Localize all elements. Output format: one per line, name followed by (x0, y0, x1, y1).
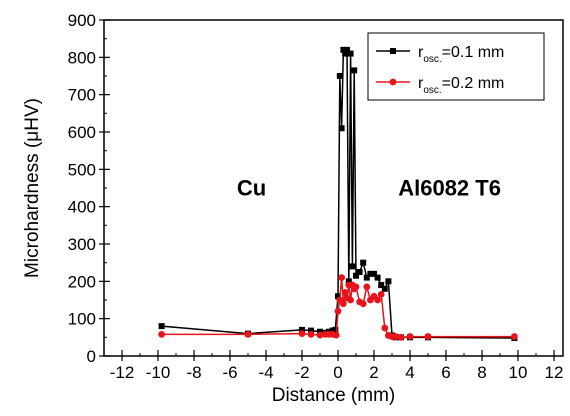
data-point (336, 73, 343, 79)
data-point (308, 327, 314, 334)
data-point (347, 296, 354, 304)
x-tick-label: 2 (369, 363, 378, 382)
data-point (299, 326, 305, 333)
data-point (397, 333, 405, 341)
annotation-layer: Cu Al6082 T6 (237, 175, 501, 200)
data-point (406, 333, 414, 340)
data-point (335, 293, 341, 300)
data-point (298, 330, 306, 337)
data-point (377, 291, 385, 298)
data-point (341, 289, 349, 296)
data-point (158, 323, 165, 330)
data-point (332, 326, 339, 333)
data-point (367, 270, 374, 277)
data-point (374, 296, 381, 304)
data-point (392, 333, 399, 340)
y-tick-label: 400 (68, 198, 96, 217)
data-point (334, 307, 342, 315)
series-2 (158, 274, 518, 341)
data-point (371, 270, 377, 277)
legend-marker (389, 78, 397, 86)
data-point (340, 300, 347, 308)
data-point (353, 272, 359, 279)
data-point (349, 263, 356, 270)
data-point (356, 269, 363, 275)
data-point (347, 50, 354, 57)
data-point (158, 330, 166, 338)
y-tick-label: 300 (68, 235, 96, 254)
y-axis-title: Microhardness (μHV) (22, 98, 43, 278)
data-point (340, 46, 347, 53)
series-layer (158, 46, 518, 342)
x-tick-label: 12 (545, 363, 564, 382)
x-tick-label: 4 (405, 363, 414, 382)
data-point (307, 330, 315, 338)
data-point (316, 331, 324, 339)
x-tick-label: -2 (294, 363, 309, 382)
region-label: Al6082 T6 (398, 175, 501, 200)
data-point (381, 324, 389, 332)
legend-label: rosc.=0.1 mm (418, 44, 504, 65)
data-point (511, 333, 518, 340)
legend-entry: rosc.=0.1 mm (376, 44, 504, 65)
legend-marker (390, 48, 396, 54)
x-tick-label: 10 (509, 363, 528, 382)
legend: rosc.=0.1 mm rosc.=0.2 mm (367, 32, 545, 101)
data-point (385, 278, 392, 285)
x-tick-label: 0 (333, 363, 342, 382)
x-tick-label: 8 (477, 363, 486, 382)
data-point (342, 50, 349, 57)
x-axis-ticks: -12 -10 -8 -6 -4 -2 0 2 4 6 8 10 12 (110, 350, 564, 382)
y-tick-label: 0 (87, 347, 96, 366)
x-tick-label: -10 (146, 363, 171, 382)
data-point (374, 274, 381, 281)
data-point (363, 283, 371, 291)
region-label: Cu (237, 175, 266, 200)
y-axis-ticks: 0 100 200 300 400 500 600 700 800 900 (68, 11, 110, 366)
data-point (360, 259, 367, 266)
x-tick-label: -12 (110, 363, 135, 382)
y-tick-label: 100 (68, 310, 96, 329)
data-point (381, 285, 388, 292)
legend-box (367, 32, 545, 101)
y-tick-label: 900 (68, 11, 96, 30)
data-point (351, 67, 358, 74)
data-point (345, 278, 352, 285)
y-tick-label: 600 (68, 123, 96, 142)
data-point (352, 283, 360, 291)
x-tick-label: -8 (186, 363, 201, 382)
data-point (424, 333, 432, 340)
legend-entry: rosc.=0.2 mm (376, 75, 504, 96)
x-tick-label: 6 (441, 363, 450, 382)
data-point (344, 46, 350, 53)
x-tick-label: -6 (222, 363, 237, 382)
y-tick-label: 800 (68, 48, 96, 67)
data-point (338, 274, 345, 281)
y-tick-label: 500 (68, 160, 96, 179)
x-tick-label: -4 (258, 363, 273, 382)
data-point (359, 300, 367, 308)
y-tick-label: 700 (68, 86, 96, 105)
data-point (338, 125, 345, 132)
data-point (363, 274, 370, 281)
y-tick-label: 200 (68, 272, 96, 291)
data-point (244, 330, 252, 338)
data-point (378, 282, 385, 289)
x-axis-title: Distance (mm) (272, 385, 396, 406)
data-point (332, 331, 340, 339)
legend-label: rosc.=0.2 mm (418, 75, 504, 96)
